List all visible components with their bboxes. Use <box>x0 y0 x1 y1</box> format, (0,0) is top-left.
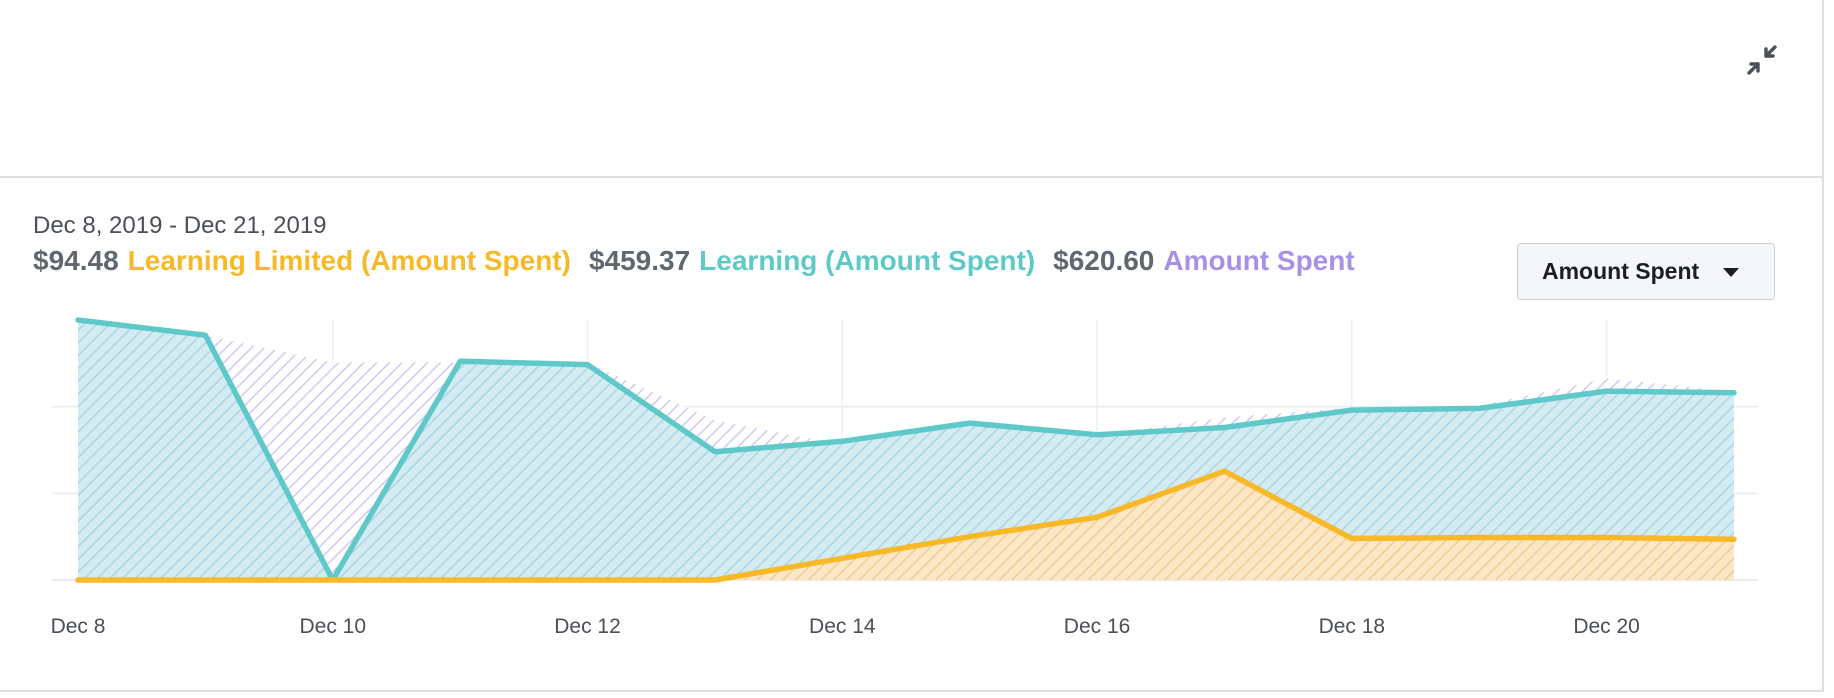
x-tick-label: Dec 10 <box>299 615 366 638</box>
x-tick-label: Dec 12 <box>554 615 621 638</box>
amount-spent-total: $620.60 <box>1053 245 1155 276</box>
learning-total: $459.37 <box>588 245 691 276</box>
learning-limited-total: $94.48 <box>33 245 119 276</box>
learning-amount-spent-line[interactable] <box>75 317 1737 583</box>
collapse-button[interactable] <box>1742 40 1782 80</box>
amount-spent-label: Amount Spent <box>1163 245 1355 276</box>
learning-limited-amount-spent-area <box>78 471 1734 580</box>
legend: $94.48 Learning Limited (Amount Spent) $… <box>33 245 1373 277</box>
legend-entry-learning-limited: $94.48 Learning Limited (Amount Spent) <box>33 245 571 277</box>
series-areas <box>78 320 1734 580</box>
x-axis: Dec 8 Dec 10 Dec 12 Dec 14 Dec 16 Dec 18 Dec 2… <box>51 615 1640 638</box>
x-tick-label: Dec 20 <box>1573 615 1640 638</box>
metric-dropdown[interactable]: Amount Spent <box>1517 243 1775 300</box>
x-tick-label: Dec 18 <box>1319 615 1386 638</box>
spend-chart: Dec 8 Dec 10 Dec 12 Dec 14 Dec 16 Dec 18 Dec 2… <box>51 317 1758 638</box>
collapse-arrows-icon <box>1747 45 1777 75</box>
x-tick-label: Dec 8 <box>51 615 106 638</box>
learning-limited-amount-spent-line[interactable] <box>75 468 1737 583</box>
date-range-label: Dec 8, 2019 - Dec 21, 2019 <box>33 212 327 239</box>
legend-entry-amount-spent: $620.60 Amount Spent <box>1053 245 1355 277</box>
x-tick-label: Dec 14 <box>809 615 876 638</box>
panel-header <box>0 0 1824 176</box>
learning-amount-spent-area <box>78 320 1734 580</box>
metric-dropdown-value: Amount Spent <box>1542 258 1700 284</box>
x-tick-label: Dec 16 <box>1064 615 1131 638</box>
bottom-divider <box>0 690 1824 692</box>
learning-label: Learning (Amount Spent) <box>699 245 1036 276</box>
panel-right-border <box>1822 176 1824 692</box>
learning-limited-label: Learning Limited (Amount Spent) <box>127 245 571 276</box>
legend-entry-learning: $459.37 Learning (Amount Spent) <box>589 245 1035 277</box>
header-divider <box>0 176 1824 178</box>
series-lines <box>75 317 1737 583</box>
caret-down-icon <box>1723 268 1739 277</box>
